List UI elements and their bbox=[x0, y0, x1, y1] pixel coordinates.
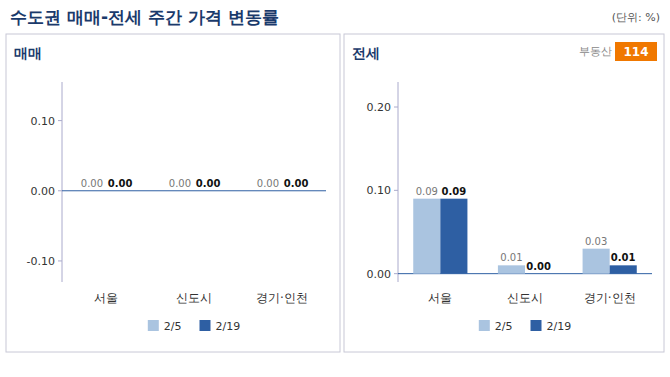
legend: 2/5 2/19 bbox=[148, 320, 240, 333]
legend-swatch bbox=[479, 320, 490, 331]
panel-frame bbox=[344, 34, 664, 352]
bar bbox=[610, 265, 637, 273]
legend-swatch bbox=[200, 320, 211, 331]
bar bbox=[106, 190, 134, 191]
logo-box bbox=[615, 42, 657, 61]
data-label: 0.00 bbox=[257, 178, 279, 189]
bar bbox=[583, 249, 610, 274]
panel: 전세 0.00 0.10 0.20 0.09 0.01 0.03 0.09 0.00 0.01 서울… bbox=[344, 34, 664, 352]
unit-label: (단위: %) bbox=[612, 11, 660, 24]
bar bbox=[498, 265, 525, 273]
x-tick-label: 서울 bbox=[428, 291, 452, 305]
legend: 2/5 2/19 bbox=[479, 320, 571, 333]
x-tick-label: 서울 bbox=[94, 291, 118, 305]
logo-number: 114 bbox=[623, 45, 648, 59]
y-tick-label: 0.10 bbox=[31, 115, 56, 128]
data-label: 0.00 bbox=[526, 261, 551, 272]
y-tick-label: 0.00 bbox=[367, 268, 392, 281]
y-axis-line bbox=[398, 82, 399, 282]
chart-svg: 수도권 매매-전세 주간 가격 변동률 (단위: %) 매매 -0.10 0.00 0.1… bbox=[0, 0, 670, 377]
y-tick bbox=[58, 260, 62, 261]
legend-label: 2/19 bbox=[216, 320, 241, 333]
bars bbox=[413, 199, 637, 274]
y-tick-label: -0.10 bbox=[27, 255, 55, 268]
bar bbox=[413, 199, 440, 274]
data-label: 0.09 bbox=[416, 186, 438, 197]
x-tick-label: 경기·인천 bbox=[584, 291, 636, 305]
data-label: 0.00 bbox=[284, 178, 309, 189]
baseline bbox=[62, 190, 326, 191]
data-label: 0.00 bbox=[169, 178, 191, 189]
x-tick-label: 신도시 bbox=[176, 291, 212, 305]
legend-label: 2/5 bbox=[495, 320, 513, 333]
bar bbox=[440, 199, 467, 274]
data-label: 0.03 bbox=[585, 236, 607, 247]
y-tick-label: 0.20 bbox=[367, 101, 392, 114]
y-tick bbox=[394, 190, 398, 191]
legend-swatch bbox=[531, 320, 542, 331]
bar bbox=[282, 190, 310, 191]
panel-title: 매매 bbox=[14, 45, 42, 61]
bar bbox=[254, 190, 282, 191]
bar bbox=[78, 190, 106, 191]
data-label: 0.00 bbox=[81, 178, 103, 189]
legend-swatch bbox=[148, 320, 159, 331]
x-tick-label: 신도시 bbox=[507, 291, 543, 305]
y-tick-label: 0.00 bbox=[31, 185, 56, 198]
legend-label: 2/5 bbox=[164, 320, 182, 333]
y-tick-label: 0.10 bbox=[367, 184, 392, 197]
data-labels: 0.09 0.01 0.03 0.09 0.00 0.01 bbox=[416, 186, 636, 272]
data-label: 0.09 bbox=[442, 186, 467, 197]
bar bbox=[525, 273, 552, 274]
data-label: 0.00 bbox=[196, 178, 221, 189]
panel-frame bbox=[6, 34, 340, 352]
x-tick-label: 경기·인천 bbox=[256, 291, 308, 305]
title: 수도권 매매-전세 주간 가격 변동률 bbox=[10, 7, 279, 27]
logo-text: 부동산 bbox=[579, 45, 612, 58]
legend-label: 2/19 bbox=[547, 320, 572, 333]
data-labels: 0.00 0.00 0.00 0.00 0.00 0.00 bbox=[81, 178, 309, 189]
y-axis-line bbox=[62, 82, 63, 282]
y-tick bbox=[58, 190, 62, 191]
data-label: 0.01 bbox=[500, 252, 522, 263]
chart-root: 수도권 매매-전세 주간 가격 변동률 (단위: %) 매매 -0.10 0.00 0.1… bbox=[0, 0, 670, 377]
y-tick bbox=[394, 107, 398, 108]
y-tick bbox=[58, 120, 62, 121]
logo: 부동산 114 bbox=[579, 42, 657, 61]
bar bbox=[166, 190, 194, 191]
bar bbox=[194, 190, 222, 191]
panel-title: 전세 bbox=[352, 45, 380, 61]
y-tick bbox=[394, 273, 398, 274]
data-label: 0.01 bbox=[611, 252, 636, 263]
data-label: 0.00 bbox=[108, 178, 133, 189]
panel: 매매 -0.10 0.00 0.10 0.00 0.00 0.00 0.00 0.00 0.00 서… bbox=[6, 34, 340, 352]
